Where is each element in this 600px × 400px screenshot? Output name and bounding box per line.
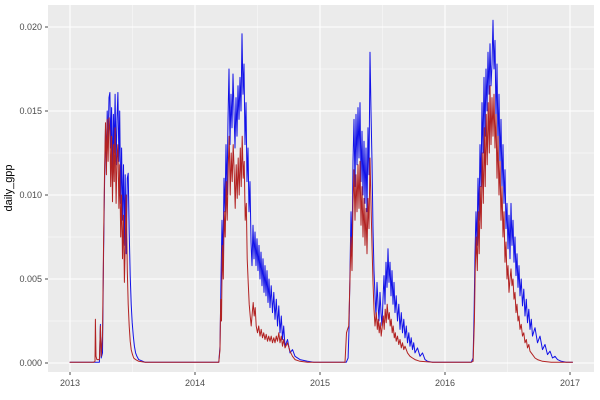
series-line_red [69, 85, 573, 363]
x-tick-label: 2016 [435, 378, 455, 388]
y-tick-label: 0.020 [19, 22, 42, 32]
x-tick-label: 2017 [560, 378, 580, 388]
y-axis-title: daily_gpp [3, 164, 15, 212]
y-tick-label: 0.010 [19, 190, 42, 200]
x-tick-label: 2014 [185, 378, 205, 388]
panel-background [48, 5, 594, 372]
y-tick-label: 0.000 [19, 358, 42, 368]
x-tick-label: 2013 [60, 378, 80, 388]
y-tick-label: 0.005 [19, 274, 42, 284]
x-tick-label: 2015 [310, 378, 330, 388]
y-tick-label: 0.015 [19, 106, 42, 116]
